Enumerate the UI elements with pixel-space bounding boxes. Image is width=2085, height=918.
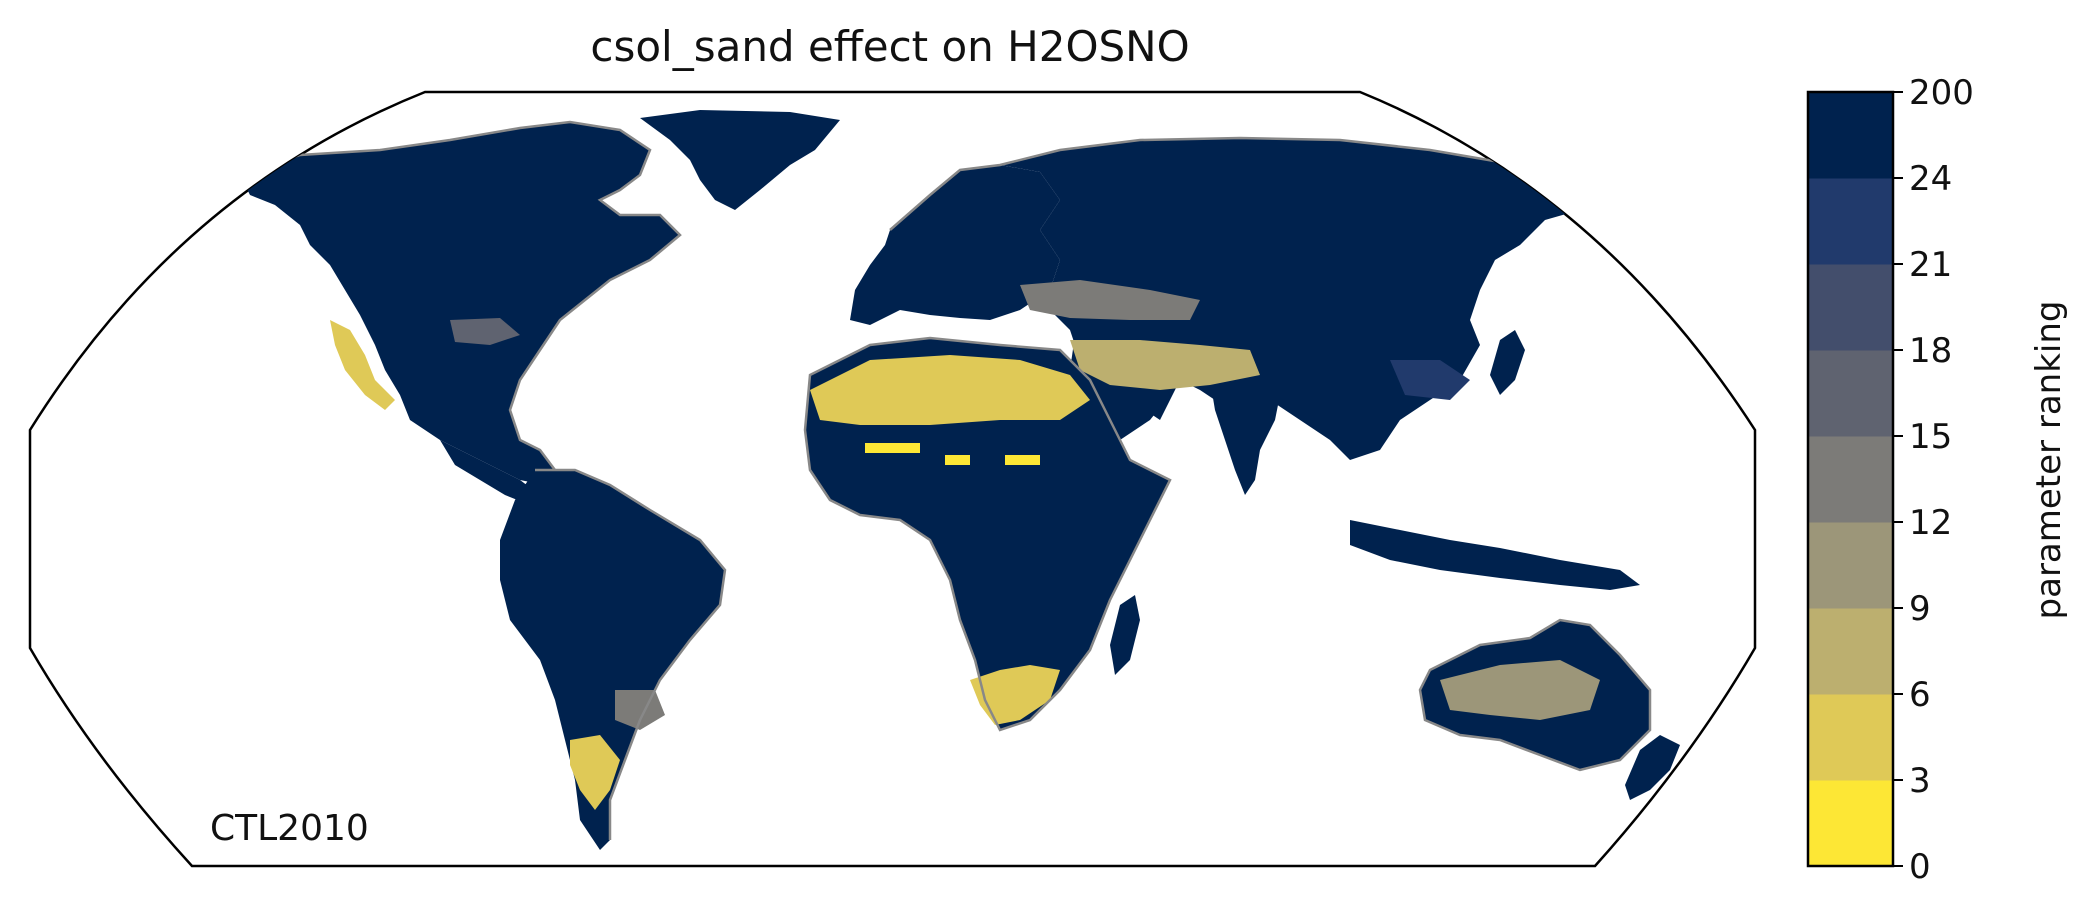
colorbar-bin (1808, 608, 1893, 695)
colorbar-tick-label: 6 (1909, 675, 1931, 715)
sahel-strip-1 (865, 443, 920, 453)
colorbar-tick-label: 21 (1909, 245, 1952, 285)
argentina-mid-rank (615, 690, 665, 730)
europe-landmass (850, 165, 1060, 325)
southern-africa-low-rank (970, 665, 1060, 725)
sahel-strip-3 (1005, 455, 1040, 465)
africa-landmass (805, 338, 1170, 730)
colorbar-bin (1808, 350, 1893, 437)
map-annotation: CTL2010 (210, 808, 369, 849)
coastline-layer (239, 120, 1652, 840)
colorbar-tick-label: 24 (1909, 159, 1952, 199)
colorbar-tick-label: 15 (1909, 417, 1952, 457)
greenland-landmass (640, 110, 840, 210)
middle-east-low-rank (1070, 340, 1260, 390)
colorbar-tick-label: 3 (1909, 761, 1931, 801)
land-layer (240, 110, 1680, 850)
india-landmass (1210, 380, 1280, 495)
great-plains-mid-rank (450, 318, 520, 345)
colorbar-tick-label: 200 (1909, 73, 1974, 113)
colorbar-tick-label: 18 (1909, 331, 1952, 371)
colorbar-bin (1808, 780, 1893, 867)
central-asia-mid-rank (1020, 280, 1200, 320)
colorbar-frame (1806, 90, 1895, 868)
colorbar-tick-label: 0 (1909, 847, 1931, 887)
central-america-landmass (440, 440, 540, 505)
patagonia-low-rank (570, 735, 620, 810)
colorbar-tick-label: 9 (1909, 589, 1931, 629)
colorbar-bin (1808, 178, 1893, 265)
colorbar-bin (1808, 436, 1893, 523)
sahel-strip-2 (945, 455, 970, 465)
north-america-landmass (240, 122, 680, 485)
sahara-low-rank (810, 355, 1090, 425)
japan-landmass (1490, 330, 1525, 395)
colorbar-bin (1808, 522, 1893, 609)
colorbar: 0 3 6 9 12 15 18 21 24 200 (1806, 73, 1974, 887)
madagascar-landmass (1110, 595, 1140, 675)
south-america-landmass (500, 470, 725, 850)
map-title: csol_sand effect on H2OSNO (590, 22, 1190, 71)
colorbar-bin (1808, 264, 1893, 351)
china-high-rank (1390, 360, 1470, 400)
colorbar-tick-label: 12 (1909, 503, 1952, 543)
indonesia-landmass (1350, 520, 1640, 590)
colorbar-bin (1808, 92, 1893, 179)
colorbar-bin (1808, 694, 1893, 781)
colorbar-label: parameter ranking (2029, 301, 2069, 620)
australia-interior-mid-rank (1440, 660, 1600, 720)
western-us-low-rank (330, 320, 395, 410)
new-zealand-landmass (1625, 735, 1680, 800)
